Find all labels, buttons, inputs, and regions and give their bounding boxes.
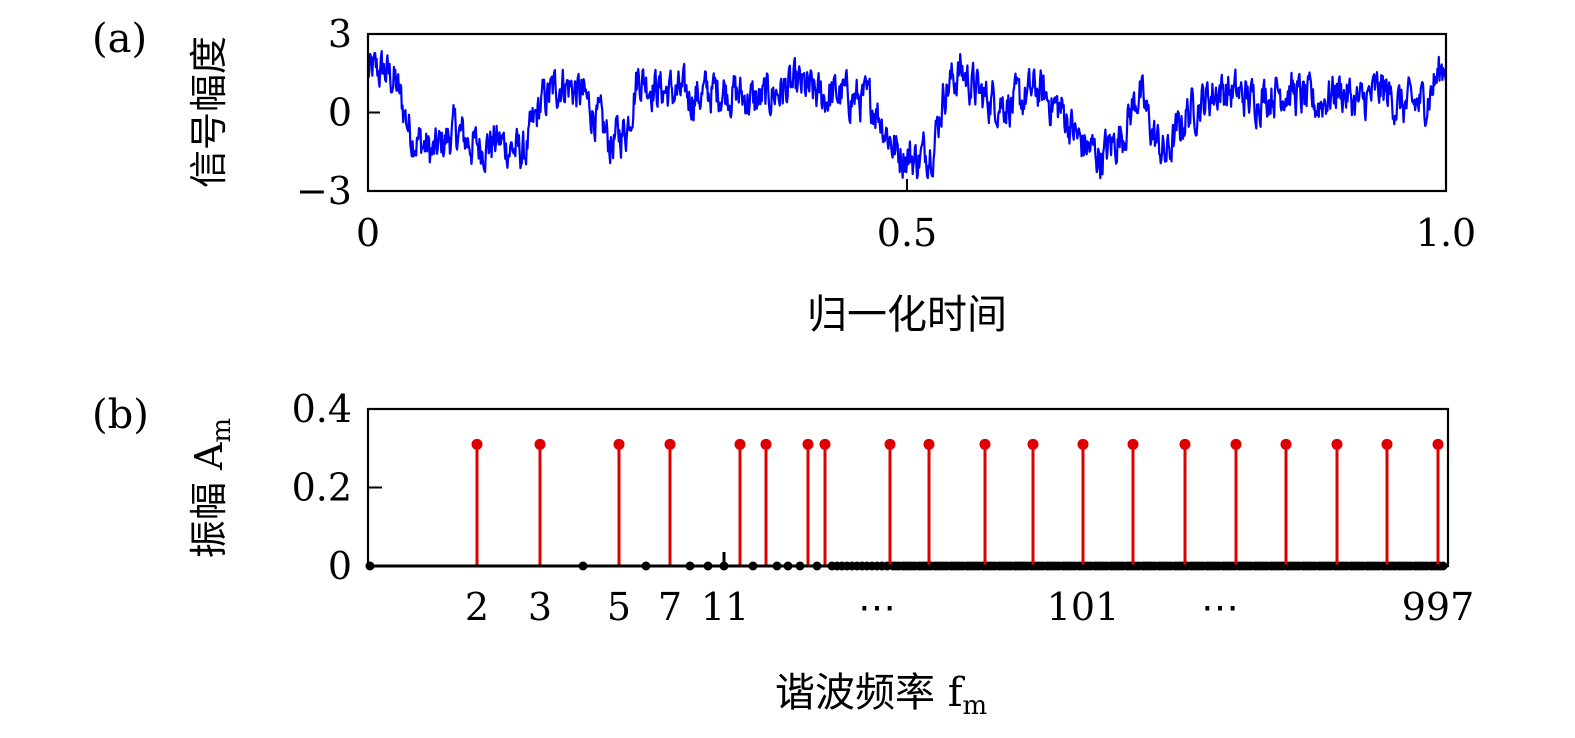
harmonic-stem-marker: [1027, 438, 1039, 450]
panel-b-x-tick-label: 2: [465, 585, 489, 629]
panel-a-y-axis-label: 信号幅度: [187, 36, 231, 188]
panel-a-x-tick-label: 0: [356, 211, 380, 255]
signal-line: [366, 49, 1448, 180]
harmonic-stem-marker: [1077, 438, 1089, 450]
panel-b-x-tick-label: 997: [1402, 585, 1475, 629]
panel-b-x-tick-label: 5: [607, 585, 631, 629]
panel-b-y-tick-label: 0.4: [292, 387, 352, 431]
panel-b-x-tick-label: 3: [528, 585, 552, 629]
panel-a-label: (a): [92, 16, 147, 62]
panel-b-x-axis-label: 谐波频率 fm: [775, 670, 987, 721]
panel-b-x-tick-label: 7: [658, 585, 682, 629]
harmonic-stem-marker: [1280, 438, 1292, 450]
panel-a-x-axis-label: 归一化时间: [807, 292, 1007, 338]
harmonic-stem-marker: [1331, 438, 1343, 450]
harmonic-stem-marker: [1179, 438, 1191, 450]
harmonic-stem-marker: [979, 438, 991, 450]
harmonic-stem-marker: [760, 438, 772, 450]
panel-b-y-axis-label-sub: m: [207, 418, 237, 443]
panel-b-y-tick-label: 0.2: [292, 466, 352, 510]
panel-b-frame: [366, 407, 1450, 568]
panel-a-x-tick-label: 0.5: [877, 211, 937, 255]
panel-a-y-tick-label: −3: [296, 169, 352, 213]
panel-b-x-tick-labels: 2 3 5 7 11 ⋯ 101 ⋯ 997: [465, 585, 1474, 629]
panel-b-x-tick-label: 11: [701, 585, 749, 629]
panel-b-harmonic-spectrum: (b) 振幅 Am 0.40.20 2 3 5 7 11 ⋯ 101 ⋯ 997 谐波频率 fm: [92, 387, 1474, 721]
harmonic-stem-marker: [1127, 438, 1139, 450]
panel-a-y-tick-label: 3: [328, 12, 352, 56]
harmonic-stem-marker: [534, 438, 546, 450]
harmonic-stem-marker: [471, 438, 483, 450]
panel-b-y-ticks: 0.4 0.2 0: [292, 387, 382, 588]
harmonic-stem-marker: [923, 438, 935, 450]
panel-a-x-ticks: 0 0.5 1.0: [356, 179, 1476, 255]
harmonic-stem-marker: [613, 438, 625, 450]
harmonic-stem-marker: [1381, 438, 1393, 450]
harmonic-stem-marker: [819, 438, 831, 450]
panel-b-y-axis-label-main: 振幅 A: [187, 442, 231, 558]
panel-b-major-stems: [471, 438, 1444, 566]
panel-b-x-axis-label-main: 谐波频率 f: [775, 670, 966, 716]
panel-b-label: (b): [92, 392, 149, 438]
harmonic-stem-marker: [734, 438, 746, 450]
panel-a-y-tick-label: 0: [328, 91, 352, 135]
panel-a-time-signal: (a) 信号幅度 30−3 0 0.5 1.0 归一化时间: [92, 12, 1476, 338]
panel-a-x-tick-label: 1.0: [1416, 211, 1476, 255]
panel-b-x-tick-label: 101: [1047, 585, 1120, 629]
panel-b-x-tick-label: ⋯: [1201, 585, 1239, 629]
panel-a-y-ticks: 3 0 −3: [296, 12, 380, 213]
panel-a-frame: [366, 32, 1448, 193]
harmonic-stem-marker: [802, 438, 814, 450]
panel-b-x-axis-label-sub: m: [963, 691, 988, 721]
harmonic-stem-marker: [884, 438, 896, 450]
harmonic-stem-marker: [1432, 438, 1444, 450]
panel-b-y-axis-label: 振幅 Am: [187, 418, 237, 558]
harmonic-stem-marker: [1230, 438, 1242, 450]
panel-b-x-tick-label: ⋯: [858, 585, 896, 629]
panel-b-y-tick-label: 0: [328, 544, 352, 588]
harmonic-stem-marker: [664, 438, 676, 450]
